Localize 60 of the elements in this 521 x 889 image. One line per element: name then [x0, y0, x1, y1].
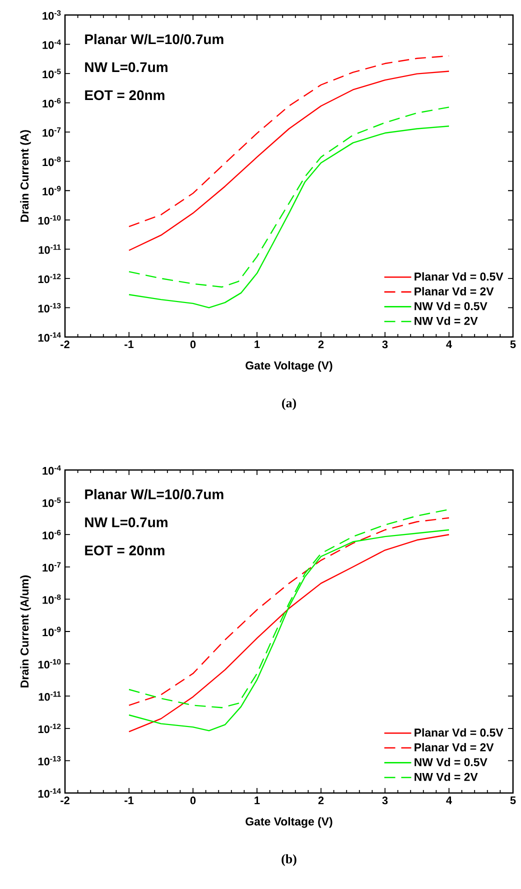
y-tick-label: 10$^{-4}$	[42, 40, 61, 49]
y-tick-label: 10$^{-13}$	[38, 303, 61, 312]
y-tick-label: 10$^{-14}$	[38, 332, 61, 342]
y-tick-label: 10$^{-8}$	[42, 156, 61, 166]
x-tick-label: 3	[382, 340, 388, 348]
y-tick-label: 10$^{-12}$	[38, 274, 61, 284]
x-tick-label: 1	[254, 796, 260, 804]
y-tick-label: 10$^{-5}$	[42, 498, 61, 507]
y-tick-label: 10$^{-9}$	[42, 626, 61, 636]
legend-label: Planar Vd = 0.5V	[414, 272, 504, 281]
legend-label: NW Vd = 2V	[414, 772, 478, 781]
annotation: EOT = 20nm	[85, 90, 164, 100]
y-tick-label: 10$^{-7}$	[42, 562, 61, 572]
y-tick-label: 10$^{-13}$	[38, 756, 61, 766]
x-tick-label: -2	[60, 796, 70, 804]
text: (a)	[282, 398, 296, 410]
legend-label: Planar Vd = 2V	[414, 743, 494, 752]
legend-label: NW Vd = 2V	[414, 316, 478, 325]
x-tick-label: 1	[254, 340, 260, 348]
legend-label: Planar Vd = 0.5V	[414, 728, 504, 737]
legend-label: NW Vd = 0.5V	[414, 758, 488, 766]
y-tick-label: 10$^{-10}$	[38, 659, 61, 669]
x-tick-label: 0	[190, 340, 196, 348]
y-tick-label: 10$^{-5}$	[42, 68, 61, 78]
x-tick-label: 0	[190, 796, 196, 804]
y-tick-label: 10$^{-3}$	[42, 10, 61, 20]
x-tick-label: 5	[510, 796, 516, 804]
x-tick-label: -1	[124, 340, 134, 348]
y-axis-title: Drain Current (A/um)	[20, 575, 31, 688]
legend-label: NW Vd = 0.5V	[414, 302, 488, 310]
y-tick-label: 10$^{-12}$	[38, 724, 61, 734]
y-tick-label: 10$^{-6}$	[42, 530, 61, 540]
annotation: NW L=0.7um	[85, 62, 168, 72]
y-tick-label: 10$^{-4}$	[42, 465, 61, 475]
legend-label: Planar Vd = 2V	[414, 287, 494, 296]
y-tick-label: 10$^{-6}$	[42, 98, 61, 108]
y-tick-label: 10$^{-7}$	[42, 127, 61, 137]
x-tick-label: 4	[446, 340, 452, 348]
text: (b)	[282, 854, 296, 866]
annotation: EOT = 20nm	[85, 545, 164, 556]
x-tick-label: -2	[60, 340, 70, 348]
y-axis-title: Drain Current (A)	[20, 130, 31, 222]
annotation: Planar W/L=10/0.7um	[85, 34, 224, 44]
y-tick-label: 10$^{-11}$	[38, 691, 61, 701]
y-tick-label: 10$^{-11}$	[38, 244, 61, 254]
x-tick-label: 4	[446, 796, 452, 804]
line-series	[128, 70, 450, 251]
x-tick-label: 2	[318, 796, 324, 804]
x-axis-title: Gate Voltage (V)	[246, 817, 332, 828]
annotation: Planar W/L=10/0.7um	[85, 489, 224, 500]
x-tick-label: -1	[124, 796, 134, 804]
x-tick-label: 2	[318, 340, 324, 348]
x-tick-label: 5	[510, 340, 516, 348]
y-tick-label: 10$^{-9}$	[42, 186, 61, 196]
annotation: NW L=0.7um	[85, 517, 168, 528]
x-axis-title: Gate Voltage (V)	[246, 361, 332, 372]
y-tick-label: 10$^{-8}$	[42, 594, 61, 604]
x-tick-label: 3	[382, 796, 388, 804]
y-tick-label: 10$^{-10}$	[38, 215, 61, 225]
y-tick-label: 10$^{-14}$	[38, 788, 61, 798]
